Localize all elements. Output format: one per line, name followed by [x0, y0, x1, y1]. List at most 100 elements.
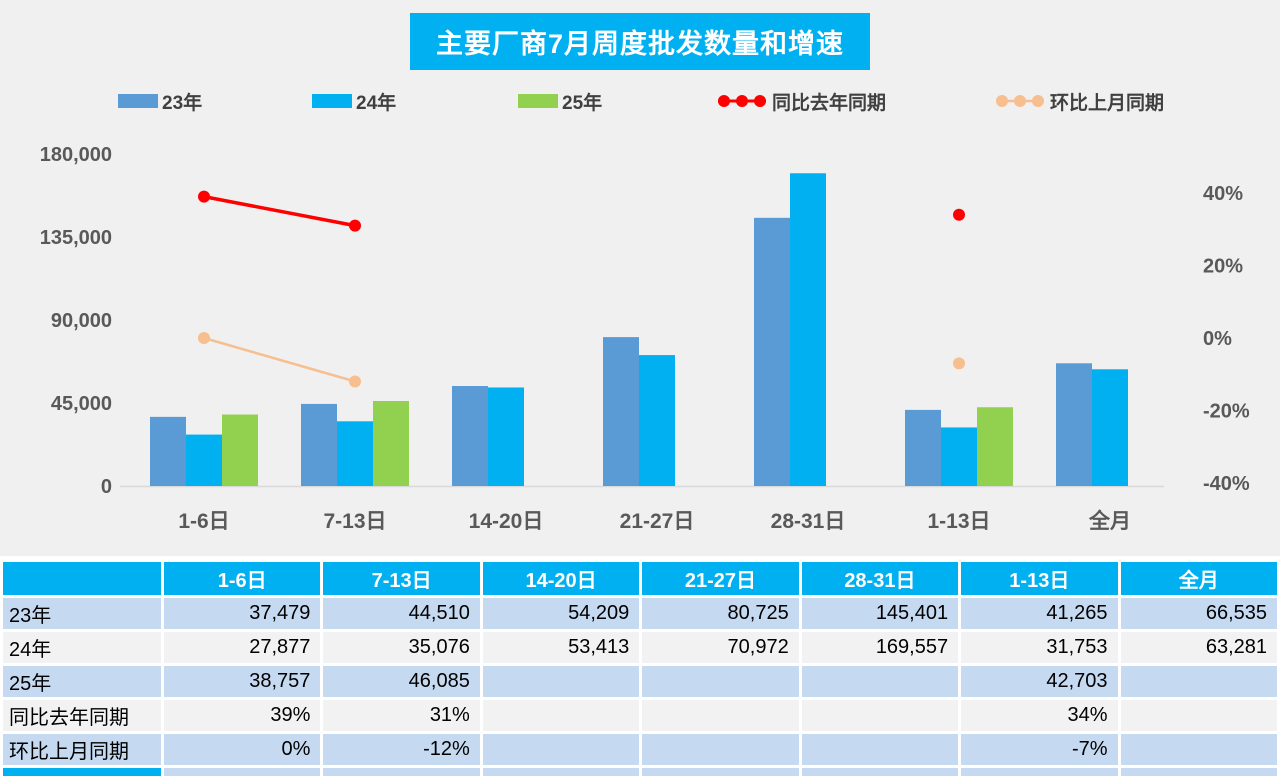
- table-row-mom: 环比上月同期 0% -12% -7%: [3, 734, 1277, 765]
- x-axis-label: 7-13日: [323, 510, 386, 533]
- x-axis-label: 1-13日: [927, 510, 990, 533]
- legend-item-mom: 环比上月同期: [994, 86, 1164, 116]
- table-cell: [801, 734, 959, 765]
- table-header-cell: 1-6日: [164, 562, 321, 595]
- table-row-label: 同比去年同期: [3, 700, 161, 731]
- table-cell: -7%: [961, 734, 1118, 765]
- weekly-data-table: 1-6日 7-13日 14-20日 21-27日 28-31日 1-13日 全月…: [0, 559, 1280, 776]
- legend-label-25: 25年: [562, 92, 603, 114]
- legend-label-yoy: 同比去年同期: [772, 92, 887, 114]
- bar-24年-1-6日: [186, 434, 222, 486]
- table-cell: 66,535: [1120, 598, 1277, 629]
- y-axis-tick-left: 135,000: [40, 227, 112, 249]
- table-cell: [801, 768, 959, 776]
- bar-24年-全月: [1092, 369, 1128, 486]
- table-cell: 37,479: [164, 598, 321, 629]
- table-cell: [1120, 768, 1277, 776]
- table-cell: 27,877: [164, 632, 321, 663]
- y-axis-tick-right: -20%: [1203, 401, 1250, 423]
- y-axis-tick-right: 20%: [1203, 256, 1243, 278]
- table-cell: 31,753: [961, 632, 1118, 663]
- table-cell: [1120, 700, 1277, 731]
- legend-label-23: 23年: [162, 92, 203, 114]
- table-cell: 46,085: [323, 666, 480, 697]
- table-cell: [642, 768, 799, 776]
- table-cell: -12%: [323, 734, 480, 765]
- bar-25年-7-13日: [373, 400, 409, 486]
- table-cell: [482, 666, 640, 697]
- table-header-cell: 1-13日: [961, 562, 1118, 595]
- line-同比去年同期: [203, 194, 356, 228]
- y-axis-tick-left: 0: [101, 476, 112, 498]
- point-环比上月同期: [198, 332, 210, 344]
- table-cell: 31%: [323, 700, 480, 731]
- point-同比去年同期: [198, 190, 210, 203]
- table-cell: [1120, 666, 1277, 697]
- table-cell: 0%: [164, 734, 321, 765]
- table-cell: [482, 700, 640, 731]
- table-cell: [801, 700, 959, 731]
- table-cell: [642, 666, 799, 697]
- table-cell: 42,703: [961, 666, 1118, 697]
- y-axis-tick-right: -40%: [1203, 473, 1250, 495]
- table-row-24: 24年 27,877 35,076 53,413 70,972 169,557 …: [3, 632, 1277, 663]
- y-axis-tick-right: 0%: [1203, 328, 1232, 350]
- legend-swatch-25-icon: [518, 94, 558, 108]
- table-row-label: 25年: [3, 666, 161, 697]
- y-axis-tick-right: 40%: [1203, 183, 1243, 205]
- x-axis-label: 28-31日: [771, 510, 846, 533]
- table-cell: 34%: [961, 700, 1118, 731]
- x-axis-label: 14-20日: [469, 510, 544, 533]
- table-cell: 39%: [164, 700, 321, 731]
- table-cell: [164, 768, 321, 776]
- table-row-label: 23年: [3, 598, 161, 629]
- bar-24年-1-13日: [941, 427, 977, 486]
- chart-section: 180,000 135,000 90,000 45,000 0 40% 20% 0% -20% -…: [0, 0, 1280, 556]
- table-row-25: 25年 38,757 46,085 42,703: [3, 666, 1277, 697]
- table-header-cell: 7-13日: [323, 562, 480, 595]
- table-cell: [482, 734, 640, 765]
- point-环比上月同期: [953, 357, 965, 370]
- bar-23年-1-13日: [905, 409, 941, 486]
- table-row-yoy: 同比去年同期 39% 31% 34%: [3, 700, 1277, 731]
- bar-23年-21-27日: [603, 337, 639, 486]
- y-axis-tick-left: 45,000: [51, 393, 112, 415]
- legend-item-24: 24年: [312, 86, 396, 116]
- yoy-line-swatch-icon: [718, 95, 766, 107]
- table-cell: 80,725: [642, 598, 799, 629]
- bar-23年-全月: [1056, 363, 1092, 486]
- y-axis-tick-left: 90,000: [51, 310, 112, 332]
- table-header-row: 1-6日 7-13日 14-20日 21-27日 28-31日 1-13日 全月: [3, 562, 1277, 595]
- table-header-cell: 全月: [1120, 562, 1277, 595]
- table-cell: 70,972: [642, 632, 799, 663]
- table-cell: [642, 700, 799, 731]
- bar-25年-1-13日: [977, 407, 1013, 486]
- legend-label-mom: 环比上月同期: [1050, 92, 1165, 114]
- legend-swatch-24-icon: [312, 94, 352, 108]
- table-cell: 41,265: [961, 598, 1118, 629]
- table-header-corner: [3, 562, 161, 595]
- x-axis-label: 全月: [1088, 509, 1131, 533]
- legend-swatch-23-icon: [118, 94, 158, 108]
- bar-24年-21-27日: [639, 355, 675, 486]
- table-header-cell: 28-31日: [801, 562, 959, 595]
- y-axis-tick-left: 180,000: [40, 144, 112, 166]
- table-cell: [482, 768, 640, 776]
- point-同比去年同期: [953, 208, 965, 221]
- table-header-cell: 14-20日: [482, 562, 640, 595]
- table-cell: 35,076: [323, 632, 480, 663]
- table-cell: 44,510: [323, 598, 480, 629]
- bar-24年-14-20日: [488, 387, 524, 486]
- table-cell: 53,413: [482, 632, 640, 663]
- bar-23年-1-6日: [150, 416, 186, 486]
- table-cell: [642, 734, 799, 765]
- table-cell: [801, 666, 959, 697]
- table-row-cutoff: [3, 768, 1277, 776]
- table-row-23: 23年 37,479 44,510 54,209 80,725 145,401 …: [3, 598, 1277, 629]
- weekly-wholesale-chart: 180,000 135,000 90,000 45,000 0 40% 20% 0% -20% -…: [40, 144, 1250, 533]
- bar-24年-7-13日: [337, 421, 373, 486]
- point-环比上月同期: [349, 375, 361, 388]
- x-axis-label: 1-6日: [178, 510, 229, 533]
- table-header-cell: 21-27日: [642, 562, 799, 595]
- table-cell: 38,757: [164, 666, 321, 697]
